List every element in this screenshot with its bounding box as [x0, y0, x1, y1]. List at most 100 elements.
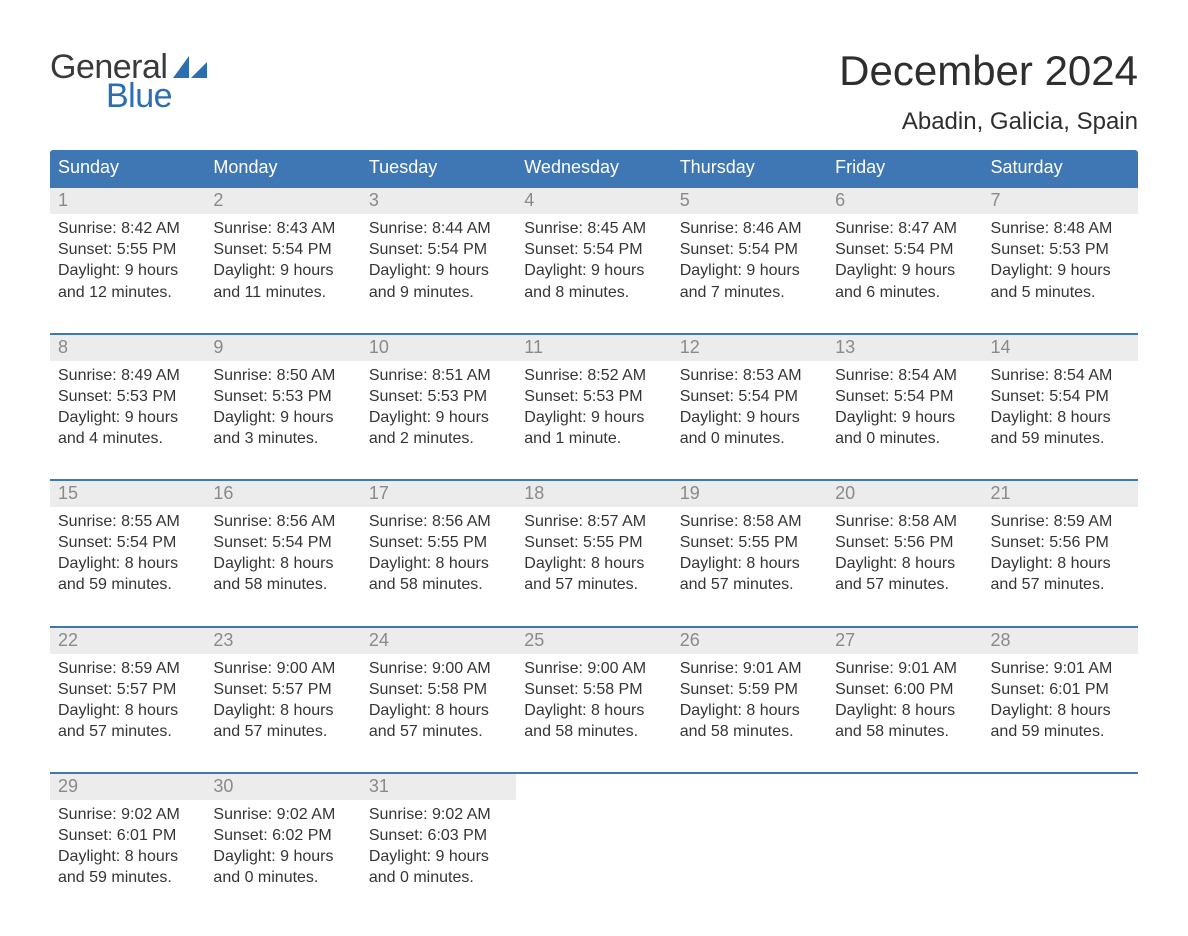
logo-sail-icon — [173, 56, 207, 83]
daylight-line-2: and 5 minutes. — [991, 282, 1130, 303]
sunset-line: Sunset: 5:57 PM — [213, 679, 352, 700]
day-cell: 11Sunrise: 8:52 AMSunset: 5:53 PMDayligh… — [516, 335, 671, 457]
daylight-line-1: Daylight: 8 hours — [58, 553, 197, 574]
sunrise-line: Sunrise: 8:43 AM — [213, 218, 352, 239]
day-number: 7 — [983, 188, 1138, 214]
sunrise-line: Sunrise: 8:47 AM — [835, 218, 974, 239]
daylight-line-2: and 57 minutes. — [835, 574, 974, 595]
day-number: 26 — [672, 628, 827, 654]
sunset-line: Sunset: 5:53 PM — [213, 386, 352, 407]
sunset-line: Sunset: 5:58 PM — [524, 679, 663, 700]
sunrise-line: Sunrise: 8:59 AM — [991, 511, 1130, 532]
day-cell — [672, 774, 827, 896]
daylight-line-1: Daylight: 8 hours — [369, 553, 508, 574]
daylight-line-1: Daylight: 9 hours — [369, 407, 508, 428]
week-row: 8Sunrise: 8:49 AMSunset: 5:53 PMDaylight… — [50, 333, 1138, 457]
sunrise-line: Sunrise: 9:00 AM — [213, 658, 352, 679]
sunset-line: Sunset: 5:54 PM — [991, 386, 1130, 407]
sunset-line: Sunset: 6:00 PM — [835, 679, 974, 700]
sunset-line: Sunset: 5:54 PM — [58, 532, 197, 553]
sunrise-line: Sunrise: 9:01 AM — [991, 658, 1130, 679]
daylight-line-2: and 6 minutes. — [835, 282, 974, 303]
sunset-line: Sunset: 5:54 PM — [213, 239, 352, 260]
daylight-line-1: Daylight: 9 hours — [213, 260, 352, 281]
daylight-line-2: and 1 minute. — [524, 428, 663, 449]
weekday-header: Tuesday — [361, 150, 516, 186]
logo: General Blue — [50, 48, 207, 116]
day-cell: 13Sunrise: 8:54 AMSunset: 5:54 PMDayligh… — [827, 335, 982, 457]
sunset-line: Sunset: 5:53 PM — [369, 386, 508, 407]
daylight-line-1: Daylight: 9 hours — [213, 846, 352, 867]
daylight-line-2: and 0 minutes. — [835, 428, 974, 449]
sunset-line: Sunset: 5:54 PM — [835, 239, 974, 260]
day-number: 20 — [827, 481, 982, 507]
header: General Blue December 2024 Abadin, Galic… — [50, 48, 1138, 136]
day-number: 2 — [205, 188, 360, 214]
daylight-line-1: Daylight: 9 hours — [58, 260, 197, 281]
daylight-line-2: and 4 minutes. — [58, 428, 197, 449]
day-cell: 23Sunrise: 9:00 AMSunset: 5:57 PMDayligh… — [205, 628, 360, 750]
day-cell: 20 Sunrise: 8:58 AMSunset: 5:56 PMDayligh… — [827, 481, 982, 603]
day-number: 27 — [827, 628, 982, 654]
sunrise-line: Sunrise: 8:56 AM — [369, 511, 508, 532]
daylight-line-1: Daylight: 8 hours — [58, 700, 197, 721]
daylight-line-1: Daylight: 8 hours — [835, 553, 974, 574]
day-cell: 18Sunrise: 8:57 AMSunset: 5:55 PMDayligh… — [516, 481, 671, 603]
day-number: 6 — [827, 188, 982, 214]
day-cell: 12Sunrise: 8:53 AMSunset: 5:54 PMDayligh… — [672, 335, 827, 457]
sunset-line: Sunset: 6:01 PM — [58, 825, 197, 846]
daylight-line-1: Daylight: 9 hours — [991, 260, 1130, 281]
daylight-line-1: Daylight: 8 hours — [213, 553, 352, 574]
daylight-line-1: Daylight: 8 hours — [991, 407, 1130, 428]
day-cell: 17 Sunrise: 8:56 AMSunset: 5:55 PMDayligh… — [361, 481, 516, 603]
sunset-line: Sunset: 5:54 PM — [680, 239, 819, 260]
sunset-line: Sunset: 5:57 PM — [58, 679, 197, 700]
day-cell: 2 Sunrise: 8:43 AMSunset: 5:54 PMDaylight… — [205, 188, 360, 310]
sunrise-line: Sunrise: 9:01 AM — [835, 658, 974, 679]
weekday-header: Sunday — [50, 150, 205, 186]
day-cell: 29Sunrise: 9:02 AMSunset: 6:01 PMDayligh… — [50, 774, 205, 896]
day-number: 5 — [672, 188, 827, 214]
sunset-line: Sunset: 6:02 PM — [213, 825, 352, 846]
daylight-line-1: Daylight: 9 hours — [680, 407, 819, 428]
daylight-line-2: and 57 minutes. — [213, 721, 352, 742]
daylight-line-1: Daylight: 9 hours — [524, 260, 663, 281]
week-row: 15Sunrise: 8:55 AMSunset: 5:54 PMDayligh… — [50, 479, 1138, 603]
weekday-header: Monday — [205, 150, 360, 186]
daylight-line-1: Daylight: 9 hours — [835, 407, 974, 428]
sunrise-line: Sunrise: 8:48 AM — [991, 218, 1130, 239]
day-number: 23 — [205, 628, 360, 654]
sunset-line: Sunset: 5:55 PM — [369, 532, 508, 553]
sunrise-line: Sunrise: 8:54 AM — [835, 365, 974, 386]
sunset-line: Sunset: 5:56 PM — [835, 532, 974, 553]
daylight-line-2: and 59 minutes. — [991, 428, 1130, 449]
sunset-line: Sunset: 5:54 PM — [524, 239, 663, 260]
day-cell: 22Sunrise: 8:59 AMSunset: 5:57 PMDayligh… — [50, 628, 205, 750]
sunrise-line: Sunrise: 8:56 AM — [213, 511, 352, 532]
weekday-header: Thursday — [672, 150, 827, 186]
sunset-line: Sunset: 5:55 PM — [524, 532, 663, 553]
sunrise-line: Sunrise: 8:44 AM — [369, 218, 508, 239]
sunset-line: Sunset: 5:54 PM — [835, 386, 974, 407]
day-cell: 30Sunrise: 9:02 AMSunset: 6:02 PMDayligh… — [205, 774, 360, 896]
sunrise-line: Sunrise: 9:01 AM — [680, 658, 819, 679]
sunrise-line: Sunrise: 9:00 AM — [369, 658, 508, 679]
sunrise-line: Sunrise: 8:49 AM — [58, 365, 197, 386]
daylight-line-2: and 12 minutes. — [58, 282, 197, 303]
daylight-line-1: Daylight: 9 hours — [58, 407, 197, 428]
sunrise-line: Sunrise: 8:45 AM — [524, 218, 663, 239]
sunrise-line: Sunrise: 8:58 AM — [835, 511, 974, 532]
daylight-line-2: and 57 minutes. — [58, 721, 197, 742]
sunset-line: Sunset: 5:54 PM — [213, 532, 352, 553]
daylight-line-2: and 59 minutes. — [58, 574, 197, 595]
sunset-line: Sunset: 5:54 PM — [369, 239, 508, 260]
sunset-line: Sunset: 5:53 PM — [58, 386, 197, 407]
daylight-line-2: and 8 minutes. — [524, 282, 663, 303]
sunrise-line: Sunrise: 8:52 AM — [524, 365, 663, 386]
day-number: 17 — [361, 481, 516, 507]
day-cell: 16Sunrise: 8:56 AMSunset: 5:54 PMDayligh… — [205, 481, 360, 603]
sunset-line: Sunset: 5:55 PM — [58, 239, 197, 260]
daylight-line-2: and 57 minutes. — [369, 721, 508, 742]
day-cell: 25Sunrise: 9:00 AMSunset: 5:58 PMDayligh… — [516, 628, 671, 750]
daylight-line-2: and 7 minutes. — [680, 282, 819, 303]
